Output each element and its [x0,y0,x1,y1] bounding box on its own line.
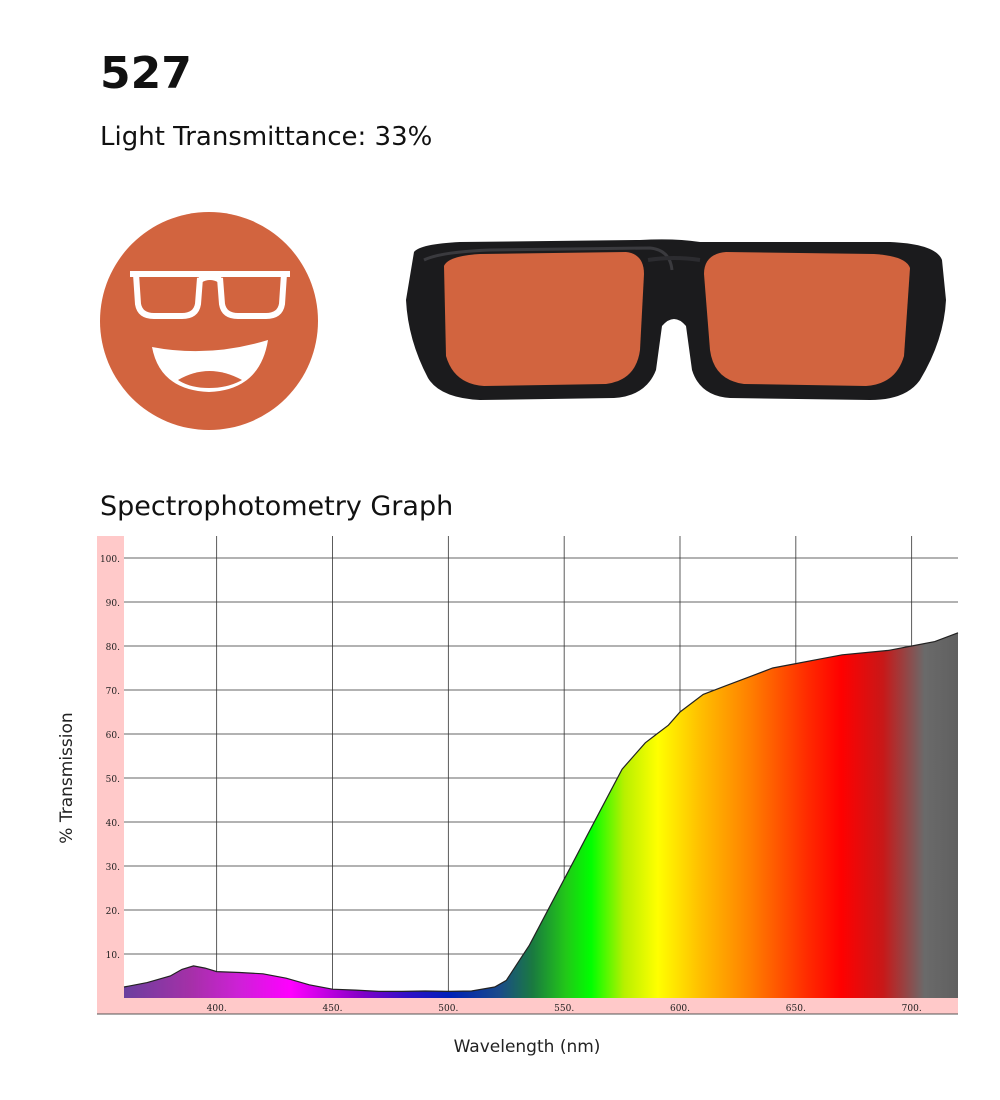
light-transmittance-label: Light Transmittance: 33% [100,122,433,152]
x-tick-label: 650. [786,1004,806,1014]
y-tick-label: 100. [100,555,120,565]
product-code: 527 [100,48,192,99]
tick-labels: 10. 20. 30. 40. 50. 60. 70. 80. 90. 100. 400. 450. 5… [100,555,922,1014]
y-tick-label: 10. [106,951,120,961]
chart-left-strip [97,536,124,1014]
sunglasses-product-image [406,239,946,400]
y-tick-label: 50. [106,775,120,785]
x-axis-label: Wavelength (nm) [454,1037,601,1057]
y-tick-label: 90. [106,599,120,609]
x-tick-label: 700. [902,1004,922,1014]
graph-title: Spectrophotometry Graph [100,491,454,522]
x-tick-label: 600. [670,1004,690,1014]
y-tick-label: 20. [106,907,120,917]
y-tick-label: 80. [106,643,120,653]
y-tick-label: 30. [106,863,120,873]
spectrophotometry-chart: 10. 20. 30. 40. 50. 60. 70. 80. 90. 100. 400. 450. 5… [57,536,959,1057]
smiling-face-with-glasses-icon [100,212,318,430]
y-axis-label: % Transmission [57,712,77,843]
transmission-area [124,632,958,998]
chart-bottom-strip [97,998,958,1014]
y-tick-label: 60. [106,731,120,741]
x-tick-label: 550. [554,1004,574,1014]
y-tick-label: 70. [106,687,120,697]
tint-circle [100,212,318,430]
transmission-curve [123,632,959,993]
y-tick-label: 40. [106,819,120,829]
left-lens [444,252,644,386]
x-tick-label: 400. [207,1004,227,1014]
x-tick-label: 450. [322,1004,342,1014]
right-lens [704,252,910,386]
x-tick-label: 500. [438,1004,458,1014]
